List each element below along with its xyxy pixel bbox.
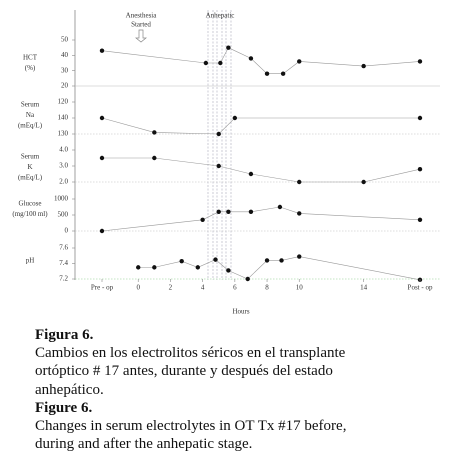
x-axis-label: Hours	[232, 308, 249, 316]
x-tick-label: 4	[201, 284, 205, 292]
point	[99, 115, 105, 121]
y-tick-label: 7.4	[59, 259, 68, 267]
y-axis-label: pH	[26, 257, 35, 265]
x-tick-label: 10	[296, 284, 304, 292]
y-axis-label: Na	[26, 111, 35, 119]
y-axis-label: (%)	[25, 64, 36, 72]
caption: Figura 6. Cambios en los electrolitos sé…	[35, 326, 346, 453]
y-tick-label: 500	[58, 211, 69, 219]
y-axis-label: (mg/100 ml)	[12, 210, 48, 218]
point	[136, 265, 141, 270]
point	[195, 265, 201, 270]
y-tick-label: 120	[58, 98, 69, 106]
y-axis-label: Glucose	[19, 200, 42, 208]
point	[361, 179, 366, 185]
x-tick-label: Pre - op	[91, 284, 114, 292]
point	[417, 115, 423, 121]
point	[280, 71, 286, 76]
y-axis-label: HCT	[23, 54, 38, 62]
point	[417, 167, 423, 172]
y-axis-label: Serum	[21, 101, 40, 109]
point	[200, 217, 205, 222]
point	[152, 155, 157, 161]
y-tick-label: 0	[65, 227, 69, 235]
point	[99, 48, 105, 53]
y-tick-label: 7.2	[59, 275, 68, 283]
point	[264, 71, 270, 76]
point	[179, 258, 184, 264]
point	[203, 60, 209, 66]
x-tick-label: 6	[233, 284, 237, 292]
caption-text: Cambios en los electrolitos séricos en e…	[35, 344, 346, 399]
chart: 50403020HCT(%)AnesthesiaStartedAnhepatic…	[12, 10, 440, 316]
point	[232, 115, 238, 121]
y-tick-label: 20	[61, 82, 69, 90]
point	[226, 209, 231, 214]
point	[152, 265, 157, 270]
y-tick-label: 4.0	[59, 146, 68, 154]
y-tick-label: 3.0	[59, 162, 68, 170]
y-tick-label: 2.0	[59, 178, 68, 186]
y-tick-label: 140	[58, 114, 69, 122]
point	[213, 257, 218, 262]
caption-label: Figure 6.	[35, 399, 93, 416]
point	[99, 155, 105, 161]
point	[99, 228, 105, 234]
y-tick-label: 50	[61, 36, 69, 44]
caption-line: ortóptico # 17 antes, durante y después …	[35, 363, 333, 380]
y-tick-label: 130	[58, 130, 69, 138]
point	[245, 276, 250, 282]
point	[297, 211, 302, 216]
caption-line: anhepático.	[35, 381, 104, 398]
point	[218, 60, 223, 66]
anhepatic-lines	[207, 10, 232, 280]
point	[264, 258, 270, 263]
y-tick-label: 30	[61, 66, 69, 74]
series-line	[101, 47, 421, 75]
caption-label: Figura 6.	[35, 327, 94, 343]
point	[248, 209, 254, 214]
caption-line: Changes in serum electrolytes in OT Tx #…	[35, 418, 347, 435]
point	[216, 209, 221, 214]
point	[361, 63, 366, 69]
annotation: Anhepatic	[206, 12, 235, 20]
x-tick-label: 0	[136, 284, 140, 292]
point	[417, 217, 423, 222]
series-line	[101, 117, 420, 135]
x-tick-label: Post - op	[408, 284, 433, 292]
point	[297, 254, 302, 259]
annotation: Anesthesia	[126, 12, 158, 20]
y-axis-label: K	[27, 163, 32, 171]
caption-line: Cambios en los electrolitos séricos en e…	[35, 345, 346, 362]
annotation: Started	[131, 21, 151, 29]
y-axis-label: (mEq/L)	[18, 174, 43, 182]
arrow	[135, 29, 147, 43]
y-tick-label: 7.6	[59, 244, 68, 252]
point	[226, 45, 231, 50]
y-tick-label: 40	[61, 51, 69, 59]
y-axis-label: (mEq/L)	[18, 122, 43, 130]
point	[216, 163, 221, 169]
y-tick-label: 1000	[54, 195, 69, 203]
point	[216, 131, 221, 137]
point	[277, 204, 283, 210]
point	[248, 171, 254, 177]
point	[297, 59, 302, 64]
point	[297, 179, 302, 185]
point	[226, 268, 231, 273]
x-tick-label: 8	[265, 284, 269, 292]
caption-line: during and after the anhepatic stage.	[35, 436, 253, 453]
point	[417, 59, 423, 64]
point	[248, 56, 254, 61]
y-axis-label: Serum	[21, 153, 40, 161]
x-tick-label: 14	[360, 284, 368, 292]
series-line	[101, 206, 421, 232]
caption-text: Changes in serum electrolytes in OT Tx #…	[35, 417, 346, 453]
x-tick-label: 2	[169, 284, 173, 292]
point	[152, 130, 157, 135]
series-line	[102, 157, 421, 183]
point	[279, 258, 284, 263]
